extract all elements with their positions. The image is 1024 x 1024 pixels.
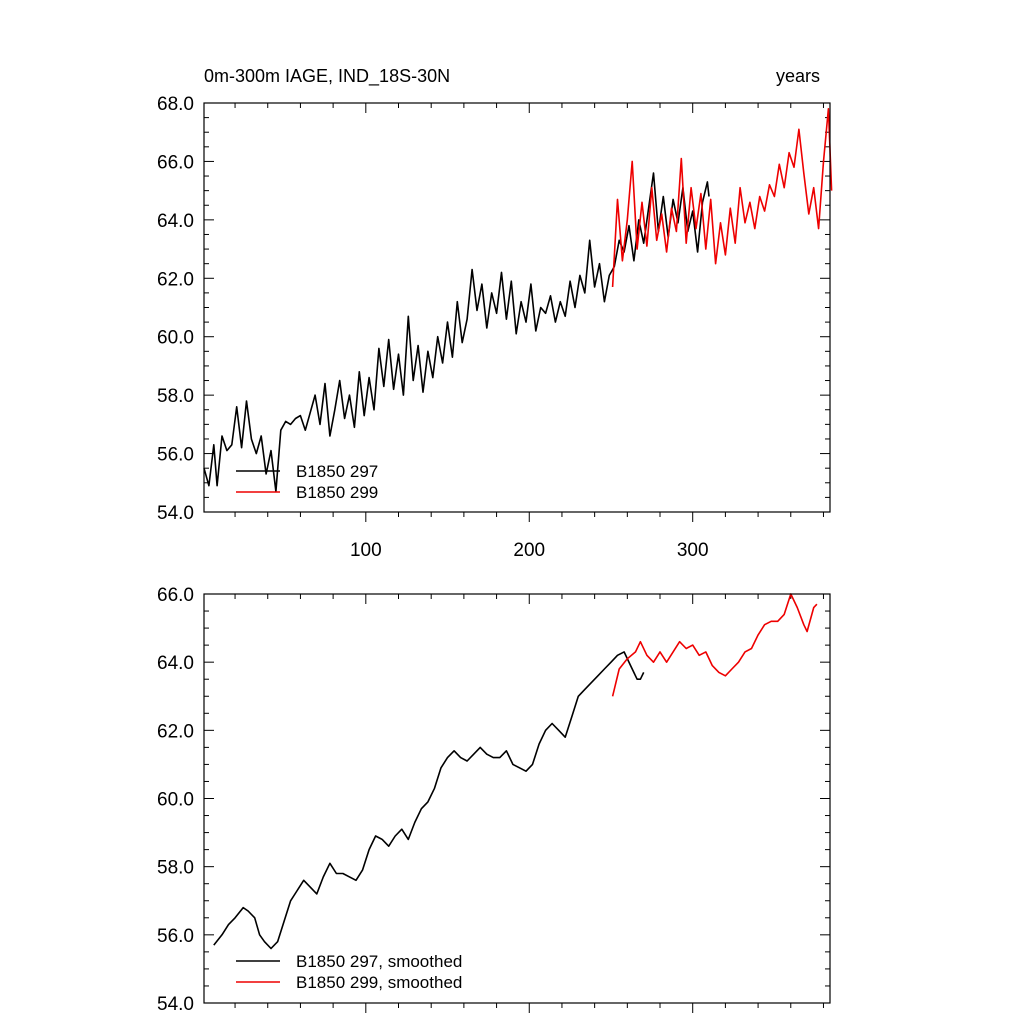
legend-label-297-smoothed: B1850 297, smoothed	[296, 952, 462, 971]
legend-label-299: B1850 299	[296, 483, 378, 502]
legend-label-297: B1850 297	[296, 462, 378, 481]
series-line-1	[213, 651, 645, 950]
top-panel-right-title: years	[776, 66, 820, 86]
series-line-1	[203, 172, 710, 493]
top-panel-ticks: 54.0 56.0 58.0 60.0 62.0 64.0 66.0 68.0 100 200 30…	[157, 94, 830, 561]
top-panel-legend: B1850 297 B1850 299	[236, 462, 378, 502]
y-tick-label: 54.0	[157, 503, 194, 524]
y-tick-label: 58.0	[157, 386, 194, 407]
y-tick-label: 60.0	[157, 328, 194, 349]
series-line-2	[611, 108, 833, 288]
y-tick-label: 62.0	[157, 721, 194, 742]
y-tick-label: 56.0	[157, 926, 194, 947]
y-tick-label: 60.0	[157, 790, 194, 811]
x-tick-label: 300	[677, 540, 709, 561]
y-tick-label: 62.0	[157, 269, 194, 290]
legend-label-299-smoothed: B1850 299, smoothed	[296, 973, 462, 992]
y-tick-label: 64.0	[157, 653, 194, 674]
top-panel: 0m-300m IAGE, IND_18S-30N years 54.0 56.0…	[157, 66, 833, 561]
y-tick-label: 68.0	[157, 94, 194, 115]
series-line-2	[611, 593, 818, 697]
bottom-panel-series	[213, 593, 818, 950]
y-tick-label: 54.0	[157, 994, 194, 1015]
bottom-panel: 54.0 56.0 58.0 60.0 62.0 64.0 66.0 B1850 297, …	[157, 585, 831, 1015]
y-tick-label: 66.0	[157, 585, 194, 606]
bottom-panel-legend: B1850 297, smoothed B1850 299, smoothed	[236, 952, 462, 992]
x-tick-label: 200	[513, 540, 545, 561]
bottom-panel-ticks: 54.0 56.0 58.0 60.0 62.0 64.0 66.0	[157, 585, 830, 1015]
y-tick-label: 66.0	[157, 152, 194, 173]
y-tick-label: 58.0	[157, 858, 194, 879]
top-panel-frame	[203, 102, 831, 513]
y-tick-label: 64.0	[157, 211, 194, 232]
x-tick-label: 100	[350, 540, 382, 561]
top-panel-series	[203, 108, 833, 493]
bottom-panel-frame	[203, 593, 831, 1004]
top-panel-title: 0m-300m IAGE, IND_18S-30N	[204, 66, 450, 87]
y-tick-label: 56.0	[157, 445, 194, 466]
